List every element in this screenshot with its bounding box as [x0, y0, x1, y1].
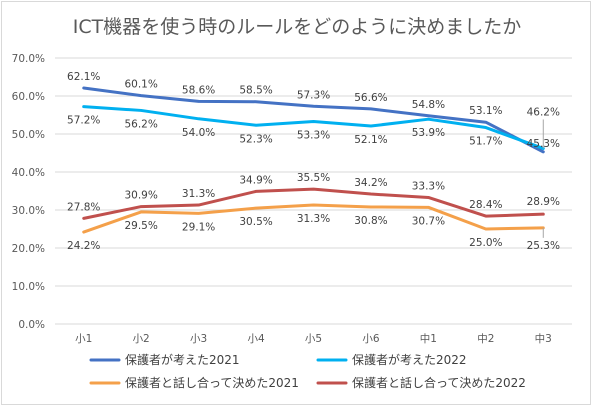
x-tick-label: 小4: [247, 333, 264, 345]
data-label: 53.1%: [469, 105, 502, 117]
data-label: 25.3%: [527, 240, 560, 252]
data-label: 58.6%: [182, 84, 215, 96]
legend: 保護者が考えた2021 保護者が考えた2022 保護者と話し合って決めた2021 保護…: [89, 352, 526, 390]
data-label: 60.1%: [124, 79, 157, 91]
series-lines: [82, 86, 545, 234]
x-tick-label: 小1: [75, 333, 92, 345]
data-label: 57.2%: [67, 115, 100, 127]
data-label: 51.7%: [469, 136, 502, 148]
x-tick-label: 小3: [190, 333, 207, 345]
data-label: 53.9%: [412, 127, 445, 139]
data-label: 28.9%: [527, 196, 560, 208]
data-label: 31.3%: [182, 188, 215, 200]
y-tick-label: 40.0%: [12, 167, 45, 179]
data-label: 54.8%: [412, 99, 445, 111]
gridlines: [55, 57, 572, 325]
x-tick-label: 小6: [362, 333, 379, 345]
data-label: 56.2%: [124, 118, 157, 130]
data-label: 33.3%: [412, 180, 445, 192]
data-label: 57.3%: [297, 89, 330, 101]
data-label: 30.5%: [239, 216, 272, 228]
series-line-2: [82, 105, 545, 150]
data-label: 24.2%: [67, 240, 100, 252]
data-label: 27.8%: [67, 201, 100, 213]
data-label: 35.5%: [297, 172, 330, 184]
y-tick-label: 0.0%: [18, 319, 45, 331]
series-line-3: [82, 203, 545, 234]
data-label: 29.5%: [124, 220, 157, 232]
data-label: 29.1%: [182, 221, 215, 233]
data-label: 45.3%: [527, 138, 560, 150]
y-tick-label: 30.0%: [12, 205, 45, 217]
data-label: 46.2%: [527, 106, 560, 118]
data-label: 25.0%: [469, 237, 502, 249]
data-label: 62.1%: [67, 71, 100, 83]
data-label: 30.8%: [354, 215, 387, 227]
data-label: 31.3%: [297, 213, 330, 225]
data-label: 58.5%: [239, 85, 272, 97]
y-tick-label: 70.0%: [12, 53, 45, 65]
data-label: 28.4%: [469, 199, 502, 211]
data-label: 56.6%: [354, 92, 387, 104]
x-tick-label: 中2: [477, 332, 494, 345]
y-tick-label: 60.0%: [12, 91, 45, 103]
series-line-4: [82, 187, 545, 220]
chart-title: ICT機器を使う時のルールをどのように決めましたか: [73, 16, 521, 38]
legend-label-4: 保護者と話し合って決めた2022: [352, 375, 526, 390]
x-tick-label: 中1: [420, 332, 437, 345]
y-tick-label: 10.0%: [12, 281, 45, 293]
data-labels: 62.1% 60.1% 58.6% 58.5% 57.3% 56.6% 54.8% 53.1%…: [67, 71, 560, 252]
data-label: 52.3%: [239, 133, 272, 145]
data-label: 53.3%: [297, 129, 330, 141]
data-label: 30.7%: [412, 215, 445, 227]
x-tick-label: 中3: [535, 332, 552, 345]
x-tick-label: 小5: [305, 333, 322, 345]
legend-label-3: 保護者と話し合って決めた2021: [125, 375, 299, 390]
series-line-1: [82, 86, 545, 154]
x-tick-label: 小2: [133, 333, 150, 345]
data-label: 34.2%: [354, 177, 387, 189]
data-label: 30.9%: [124, 190, 157, 202]
data-label: 54.0%: [182, 127, 215, 139]
y-tick-label: 50.0%: [12, 129, 45, 141]
y-tick-label: 20.0%: [12, 243, 45, 255]
y-axis: 0.0% 10.0% 20.0% 30.0% 40.0% 50.0% 60.0% 70.0%: [12, 53, 45, 331]
x-axis: 小1 小2 小3 小4 小5 小6 中1 中2 中3: [75, 332, 552, 345]
legend-label-2: 保護者が考えた2022: [352, 352, 467, 367]
data-label: 34.9%: [239, 174, 272, 186]
data-label: 52.1%: [354, 134, 387, 146]
legend-label-1: 保護者が考えた2021: [125, 352, 240, 367]
